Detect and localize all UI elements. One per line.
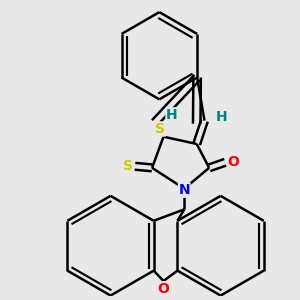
Text: O: O [227, 155, 239, 169]
Text: S: S [123, 159, 133, 173]
Text: H: H [216, 110, 227, 124]
Text: O: O [158, 282, 169, 296]
Text: N: N [178, 183, 190, 197]
Text: H: H [166, 108, 178, 122]
Text: S: S [155, 122, 165, 136]
